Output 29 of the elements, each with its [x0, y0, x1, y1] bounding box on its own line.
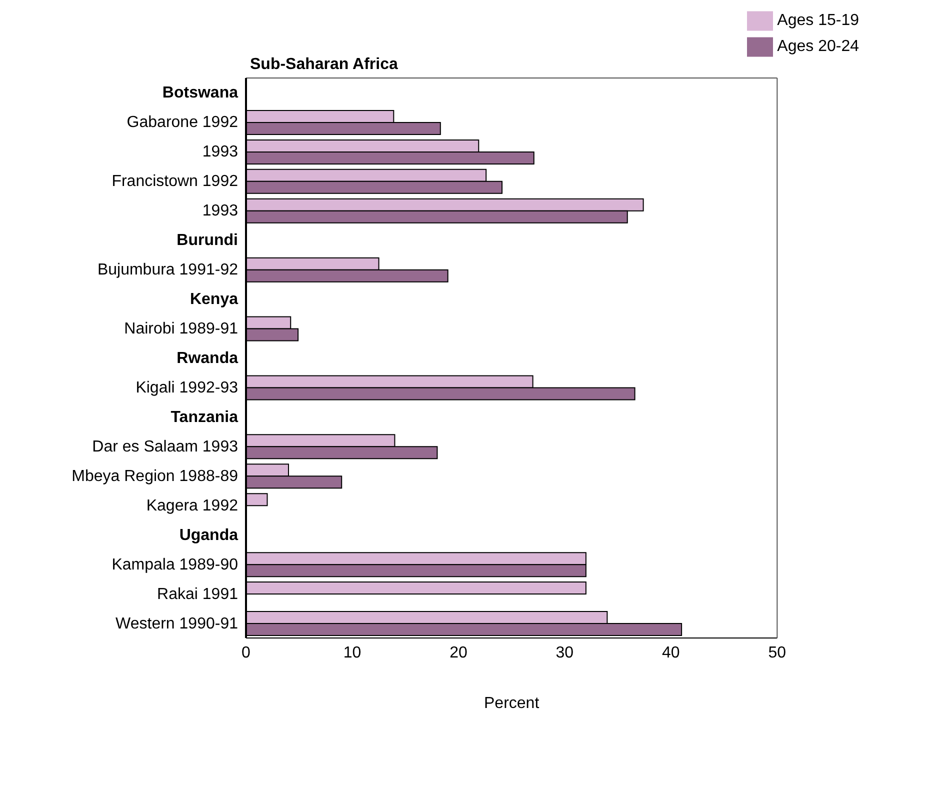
y-tick-label: 1993	[202, 202, 238, 220]
y-tick-label: Kampala 1989-90	[112, 556, 238, 574]
y-tick-label: Uganda	[179, 526, 238, 544]
y-tick-label: Burundi	[176, 232, 238, 250]
y-tick-label: Western 1990-91	[116, 615, 238, 632]
y-tick-label: Francistown 1992	[112, 173, 238, 190]
y-tick-label: Mbeya Region 1988-89	[72, 468, 238, 485]
x-tick-label: 10	[343, 644, 362, 662]
y-tick-label: Bujumbura 1991-92	[97, 262, 238, 279]
y-tick-label: 1993	[202, 144, 238, 161]
y-tick-label: Kigali 1992-93	[136, 379, 238, 396]
x-tick-label: 0	[242, 644, 251, 662]
x-axis-title: Percent	[484, 695, 540, 712]
y-tick-label: Tanzania	[170, 408, 238, 426]
y-tick-label: Gabarone 1992	[126, 114, 238, 132]
x-tick-label: 50	[768, 644, 786, 662]
y-tick-label: Rakai 1991	[157, 586, 238, 603]
y-tick-label: Kagera 1992	[146, 497, 238, 514]
y-tick-label: Rwanda	[176, 350, 238, 367]
y-tick-label: Botswana	[162, 84, 238, 102]
y-tick-label: Dar es Salaam 1993	[92, 438, 238, 456]
x-tick-label: 30	[556, 644, 574, 662]
legend-label: Ages 20-24	[777, 38, 859, 56]
y-tick-label: Nairobi 1989-91	[124, 320, 238, 338]
x-tick-label: 40	[662, 644, 680, 662]
y-tick-label: Kenya	[190, 291, 238, 308]
legend-label: Ages 15-19	[777, 12, 859, 30]
x-tick-label: 20	[450, 644, 468, 662]
chart-title: Sub-Saharan Africa	[250, 56, 398, 74]
